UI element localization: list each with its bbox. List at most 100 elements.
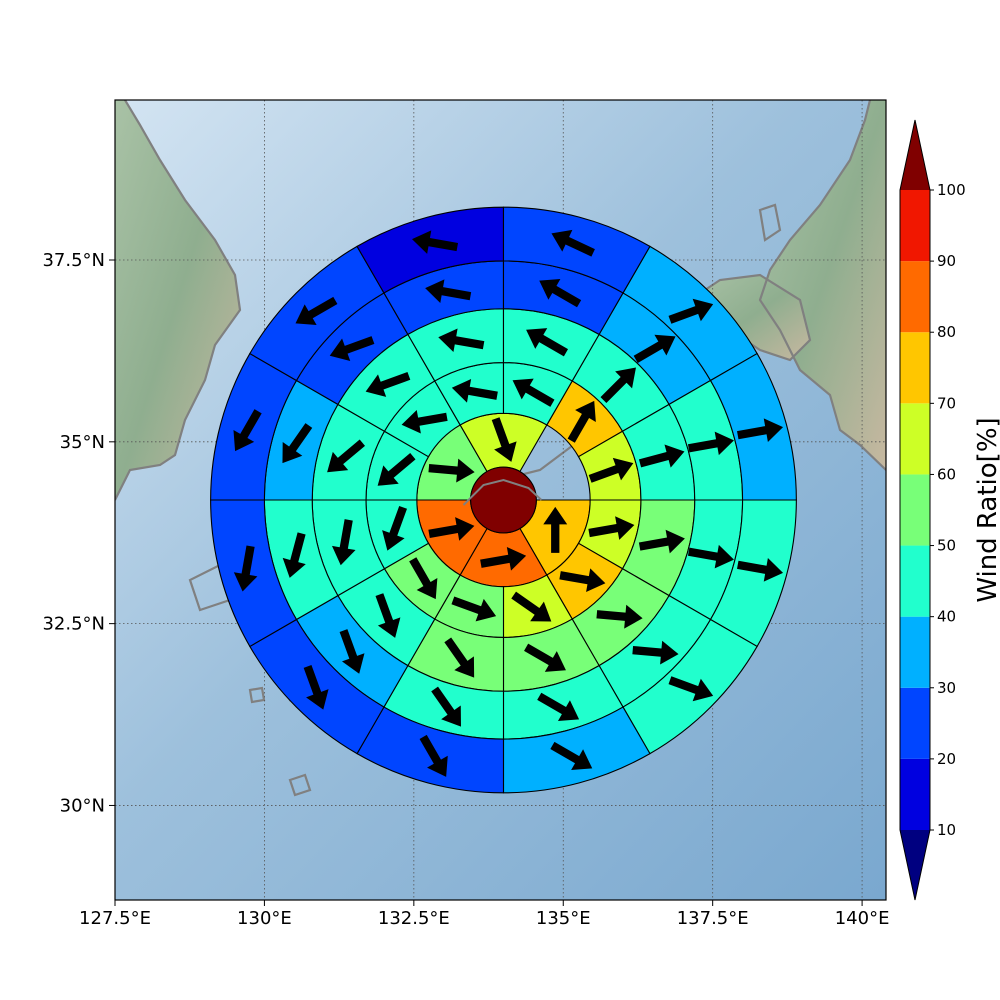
wind-arrow — [491, 417, 517, 462]
colorbar-tick-label: 30 — [937, 679, 956, 697]
colorbar-segment — [900, 190, 930, 262]
colorbar-segment — [900, 474, 930, 546]
wind-arrow — [339, 629, 365, 674]
wind-arrow — [327, 439, 366, 473]
colorbar-tick-label: 50 — [937, 537, 956, 555]
wind-arrow — [409, 557, 438, 600]
colorbar-title: Wind Ratio[%] — [973, 417, 1000, 602]
wind-arrow — [331, 519, 356, 566]
plot-frame — [114, 99, 887, 901]
x-tick-label: 135°E — [536, 908, 591, 929]
coastline — [462, 478, 543, 506]
wind-arrow — [382, 505, 407, 551]
wind-arrow — [303, 665, 329, 710]
x-tick-label: 130°E — [237, 908, 292, 929]
wind-sectors — [210, 206, 797, 794]
wind-arrow — [401, 409, 448, 434]
colorbar-tick-label: 20 — [937, 750, 956, 768]
coastline — [758, 100, 886, 471]
wind-arrow — [737, 418, 784, 442]
coastline — [288, 773, 312, 797]
land-layer — [115, 100, 886, 500]
wind-arrow — [425, 279, 472, 303]
coastline — [248, 686, 266, 704]
colorbar-tick-label: 100 — [937, 181, 966, 199]
wind-arrow — [539, 279, 582, 308]
colorbar-segment — [900, 545, 930, 617]
colorbar-tick-label: 80 — [937, 323, 956, 341]
landmass — [760, 100, 886, 470]
coastline — [115, 100, 242, 501]
wind-arrow — [687, 544, 734, 569]
wind-sector — [502, 206, 651, 294]
wind-arrow — [668, 676, 714, 702]
x-axis-ticks: 127.5°E 130°E 132.5°E 135°E 137.5°E 140°E — [79, 900, 889, 929]
wind-arrow — [480, 547, 527, 571]
colorbar-tick-label: 60 — [937, 465, 956, 483]
landmass — [115, 100, 240, 500]
wind-arrow — [526, 328, 569, 357]
y-tick-label: 35°N — [60, 432, 105, 453]
colorbar-over-extend — [900, 120, 930, 190]
wind-arrow — [559, 568, 606, 592]
wind-arrow — [638, 529, 685, 554]
x-tick-label: 137.5°E — [677, 908, 749, 929]
wind-arrow — [412, 230, 459, 254]
y-tick-label: 32.5°N — [42, 614, 105, 635]
wind-arrow — [428, 517, 475, 541]
wind-arrow — [444, 637, 475, 678]
wind-arrow — [365, 372, 411, 397]
center-disc — [470, 466, 537, 534]
wind-arrow — [668, 298, 714, 324]
wind-arrow — [295, 296, 338, 326]
wind-arrow — [282, 532, 306, 578]
wind-arrow — [596, 604, 643, 629]
colorbar: 10 20 30 40 50 60 70 80 90 100 — [899, 119, 966, 901]
wind-arrow — [524, 643, 566, 672]
wind-arrow — [428, 458, 475, 483]
wind-arrow — [282, 423, 313, 464]
x-tick-label: 127.5°E — [79, 908, 151, 929]
colorbar-tick-label: 10 — [937, 821, 956, 839]
wind-arrow — [451, 596, 497, 622]
x-tick-label: 132.5°E — [378, 908, 450, 929]
colorbar-segment — [900, 758, 930, 830]
landmass — [690, 275, 810, 360]
wind-arrow — [233, 409, 262, 452]
colorbar-segment — [900, 687, 930, 759]
wind-arrow — [550, 741, 593, 771]
wind-arrow — [600, 367, 636, 403]
colorbar-tick-label: 90 — [937, 252, 956, 270]
wind-arrow — [451, 379, 498, 403]
y-axis-ticks: 30°N 32.5°N 35°N 37.5°N — [42, 250, 115, 816]
wind-arrow — [551, 229, 595, 257]
colorbar-tick-label: 70 — [937, 394, 956, 412]
wind-arrow — [329, 336, 375, 361]
wind-arrow — [537, 692, 580, 721]
wind-arrow — [567, 400, 596, 443]
wind-arrow — [233, 545, 258, 592]
wind-arrow — [375, 593, 401, 638]
wind-arrows — [233, 229, 784, 777]
colorbar-under-extend — [900, 830, 930, 900]
wind-arrow — [588, 516, 635, 540]
colorbar-segment — [900, 332, 930, 404]
wind-arrow — [419, 734, 448, 777]
wind-arrow — [512, 378, 555, 407]
wind-arrow — [588, 457, 634, 483]
y-tick-label: 37.5°N — [42, 250, 105, 271]
wind-arrow — [687, 431, 734, 456]
colorbar-segment — [900, 403, 930, 475]
wind-arrow — [632, 640, 679, 665]
wind-arrow — [431, 686, 461, 727]
x-tick-label: 140°E — [835, 908, 890, 929]
wind-arrow — [638, 444, 685, 468]
wind-arrow — [543, 506, 568, 553]
colorbar-segment — [900, 616, 930, 688]
wind-arrow — [511, 591, 552, 622]
colorbar-segment — [900, 261, 930, 333]
wind-arrow — [438, 328, 485, 353]
y-tick-label: 30°N — [60, 795, 105, 816]
colorbar-tick-label: 40 — [937, 608, 956, 626]
